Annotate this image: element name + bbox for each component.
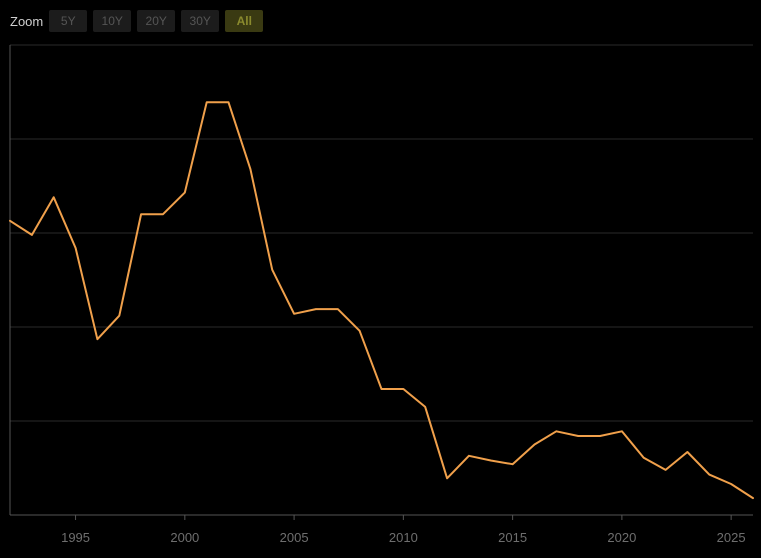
data-point-2001 xyxy=(206,101,208,103)
data-point-2003 xyxy=(249,168,251,170)
data-point-2006 xyxy=(315,308,317,310)
data-point-2018 xyxy=(577,435,579,437)
data-point-2016 xyxy=(533,444,535,446)
data-point-2004 xyxy=(271,269,273,271)
data-point-2010 xyxy=(402,388,404,390)
data-point-2000 xyxy=(184,192,186,194)
data-point-1993 xyxy=(31,234,33,236)
data-point-2009 xyxy=(381,388,383,390)
data-point-2026 xyxy=(752,497,754,499)
zoom-10y-button[interactable]: 10Y xyxy=(93,10,132,32)
data-point-2020 xyxy=(621,430,623,432)
x-tick-label-2005: 2005 xyxy=(280,530,309,545)
data-point-2017 xyxy=(555,430,557,432)
x-axis-labels: 1995 2000 2005 2010 2015 2020 2025 xyxy=(61,530,746,545)
x-tick-label-2010: 2010 xyxy=(389,530,418,545)
series-layer xyxy=(9,101,754,500)
data-point-2019 xyxy=(599,435,601,437)
data-point-2007 xyxy=(337,308,339,310)
data-point-2014 xyxy=(490,459,492,461)
data-point-1994 xyxy=(53,196,55,198)
data-point-1995 xyxy=(75,247,77,249)
x-tick-label-2025: 2025 xyxy=(717,530,746,545)
zoom-bar: Zoom 5Y 10Y 20Y 30Y All xyxy=(10,10,269,32)
zoom-5y-button[interactable]: 5Y xyxy=(49,10,88,32)
data-point-2008 xyxy=(359,330,361,332)
data-point-1998 xyxy=(140,213,142,215)
data-point-2023 xyxy=(686,451,688,453)
data-point-2025 xyxy=(730,483,732,485)
data-point-1999 xyxy=(162,213,164,215)
zoom-30y-button[interactable]: 30Y xyxy=(181,10,220,32)
data-point-2002 xyxy=(228,101,230,103)
x-tick-label-1995: 1995 xyxy=(61,530,90,545)
data-point-2012 xyxy=(446,477,448,479)
data-point-1996 xyxy=(96,338,98,340)
zoom-all-button[interactable]: All xyxy=(225,10,264,32)
data-point-2005 xyxy=(293,313,295,315)
data-point-2011 xyxy=(424,406,426,408)
data-point-2022 xyxy=(665,469,667,471)
data-point-2021 xyxy=(643,457,645,459)
x-tick-label-2020: 2020 xyxy=(607,530,636,545)
data-point-2013 xyxy=(468,455,470,457)
gridlines xyxy=(10,44,753,422)
data-point-2024 xyxy=(708,474,710,476)
zoom-20y-button[interactable]: 20Y xyxy=(137,10,176,32)
axes xyxy=(9,45,753,520)
zoom-label: Zoom xyxy=(10,13,44,29)
series-line-0 xyxy=(9,101,754,500)
x-tick-label-2000: 2000 xyxy=(170,530,199,545)
x-tick-label-2015: 2015 xyxy=(498,530,527,545)
data-point-1992 xyxy=(9,220,11,222)
data-point-2015 xyxy=(512,463,514,465)
data-point-1997 xyxy=(118,315,120,317)
